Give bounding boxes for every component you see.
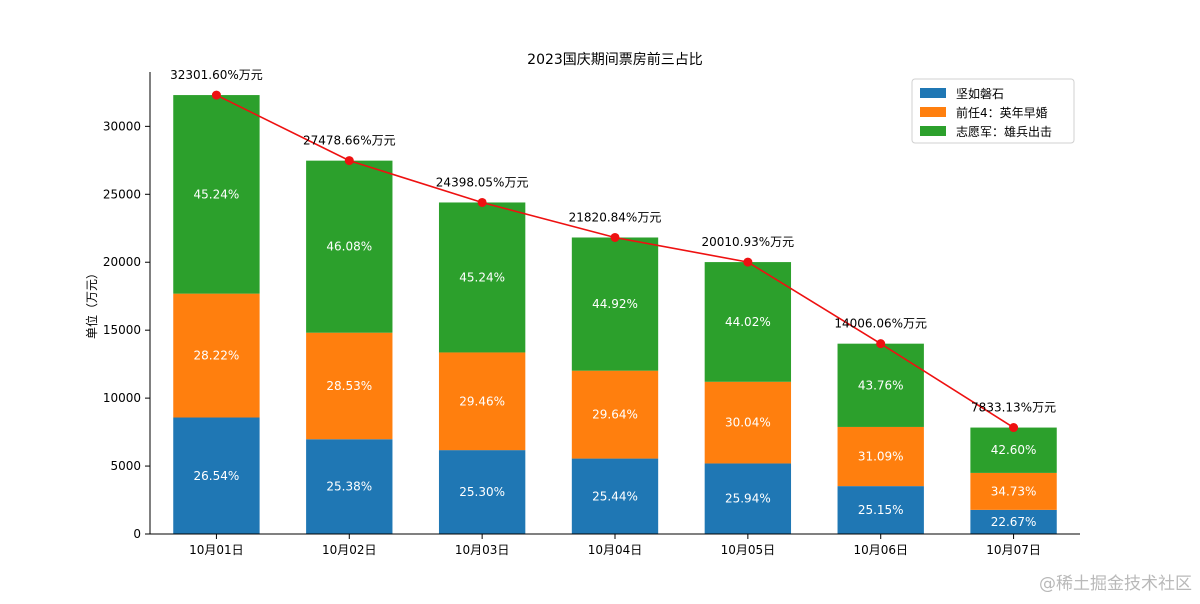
bar-percent-label: 29.64% <box>592 408 638 422</box>
y-axis-label: 单位（万元） <box>84 267 99 339</box>
total-label: 14006.06%万元 <box>834 317 927 331</box>
bar-segment <box>704 463 792 534</box>
total-label: 24398.05%万元 <box>436 175 529 189</box>
watermark: @稀土掘金技术社区 <box>1039 574 1192 594</box>
chart-title: 2023国庆期间票房前三占比 <box>527 51 703 68</box>
y-tick-label: 25000 <box>103 187 141 201</box>
bar-segment <box>970 427 1057 473</box>
total-point <box>743 257 753 267</box>
bar-segment <box>438 352 526 451</box>
total-point <box>211 90 221 100</box>
bar-percent-label: 22.67% <box>991 515 1037 529</box>
y-tick-label: 10000 <box>103 391 141 405</box>
bar-segment <box>173 417 260 534</box>
bar-percent-label: 42.60% <box>991 443 1037 457</box>
bar-percent-label: 25.15% <box>858 503 904 517</box>
bar-segment <box>438 202 526 353</box>
bar-segment <box>173 293 260 418</box>
bar-segment <box>306 439 393 534</box>
bar-percent-label: 26.54% <box>194 469 240 483</box>
bar-segment <box>306 160 393 333</box>
total-point <box>1009 423 1019 433</box>
bar-segment <box>704 262 792 382</box>
total-point <box>610 232 620 242</box>
bar-percent-label: 31.09% <box>858 450 904 464</box>
bar-percent-label: 28.22% <box>194 349 240 363</box>
bar-segment <box>306 332 393 440</box>
bar-percent-label: 30.04% <box>725 416 771 430</box>
x-tick-label: 10月05日 <box>721 543 776 557</box>
legend-label: 志愿军：雄兵出击 <box>956 124 1052 139</box>
bar-segment <box>571 458 659 534</box>
total-label: 7833.13%万元 <box>971 401 1056 415</box>
legend-swatch <box>920 107 946 117</box>
bar-percent-label: 45.24% <box>459 270 505 284</box>
bar-percent-label: 43.76% <box>858 378 904 392</box>
x-tick-label: 10月07日 <box>986 543 1041 557</box>
legend-label: 坚如磐石 <box>956 86 1004 101</box>
bar-segment <box>173 95 260 294</box>
y-tick-label: 15000 <box>103 323 141 337</box>
bar-percent-label: 25.94% <box>725 492 771 506</box>
bar-segment <box>571 237 659 371</box>
x-tick-label: 10月06日 <box>853 543 908 557</box>
total-label: 21820.84%万元 <box>569 210 662 224</box>
bar-segment <box>571 370 659 459</box>
bar-segment <box>837 426 924 487</box>
total-point <box>344 156 354 166</box>
bar-percent-label: 34.73% <box>991 484 1037 498</box>
bar-percent-label: 25.38% <box>326 480 372 494</box>
bar-segment <box>970 472 1057 510</box>
x-tick-label: 10月04日 <box>588 543 643 557</box>
total-label: 27478.66%万元 <box>303 134 396 148</box>
legend-swatch <box>920 126 946 136</box>
bar-segment <box>837 486 924 534</box>
total-label: 20010.93%万元 <box>702 235 795 249</box>
bar-percent-label: 29.46% <box>459 394 505 408</box>
x-tick-label: 10月01日 <box>189 543 244 557</box>
bar-segment <box>704 381 792 464</box>
total-point <box>876 339 886 349</box>
total-label: 32301.60%万元 <box>170 68 263 82</box>
x-tick-label: 10月03日 <box>455 543 510 557</box>
y-tick-label: 30000 <box>103 119 141 133</box>
bar-percent-label: 45.24% <box>194 187 240 201</box>
bar-percent-label: 44.02% <box>725 315 771 329</box>
y-tick-label: 5000 <box>110 459 141 473</box>
y-tick-label: 0 <box>133 527 141 541</box>
total-point <box>477 197 487 207</box>
bar-segment <box>837 343 924 427</box>
bar-percent-label: 44.92% <box>592 297 638 311</box>
bar-percent-label: 46.08% <box>326 240 372 254</box>
bar-percent-label: 25.44% <box>592 489 638 503</box>
y-tick-label: 20000 <box>103 255 141 269</box>
bar-percent-label: 25.30% <box>459 485 505 499</box>
bar-percent-label: 28.53% <box>326 379 372 393</box>
bar-segment <box>438 450 526 534</box>
legend-label: 前任4：英年早婚 <box>956 105 1048 120</box>
bar-segment <box>970 509 1057 534</box>
legend-box <box>911 78 1075 144</box>
legend-swatch <box>920 88 946 98</box>
x-tick-label: 10月02日 <box>322 543 377 557</box>
